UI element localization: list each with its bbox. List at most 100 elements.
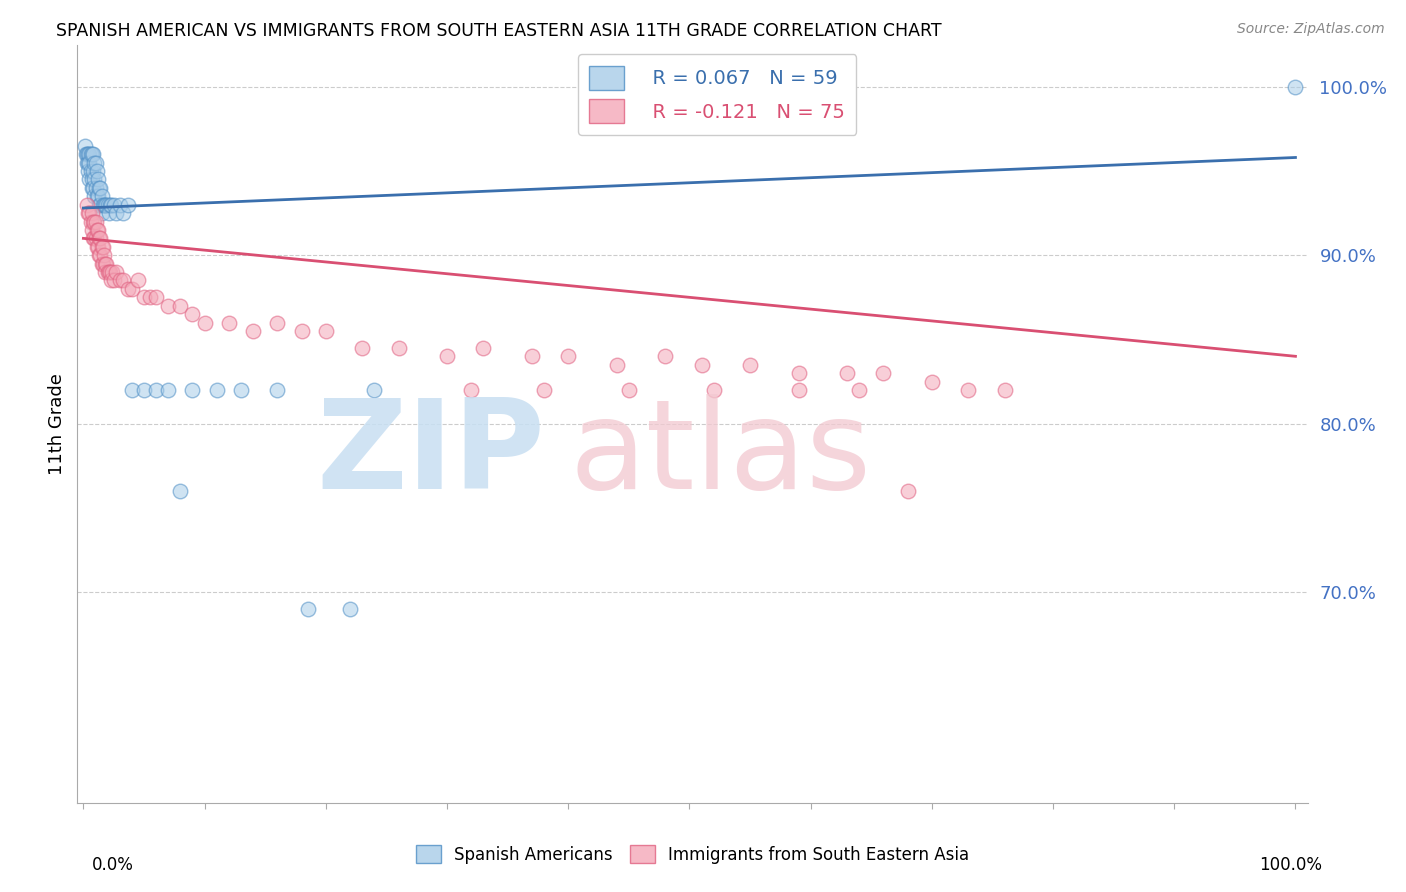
Point: [205, 383, 228, 397]
Point: [94, 257, 117, 271]
Point: [87, 189, 110, 203]
Point: [127, 273, 149, 287]
Point: [86, 164, 108, 178]
Y-axis label: 11th Grade: 11th Grade: [48, 373, 66, 475]
Text: 0.0%: 0.0%: [91, 856, 134, 874]
Point: [352, 341, 374, 355]
Point: [872, 366, 894, 380]
Point: [105, 265, 128, 279]
Point: [181, 383, 204, 397]
Point: [82, 181, 104, 195]
Point: [108, 273, 131, 287]
Point: [83, 189, 105, 203]
Point: [77, 164, 100, 178]
Point: [218, 316, 240, 330]
Point: [84, 214, 107, 228]
Point: [84, 181, 107, 195]
Point: [117, 282, 139, 296]
Point: [96, 257, 118, 271]
Point: [82, 231, 104, 245]
Point: [169, 484, 191, 499]
Point: [98, 265, 121, 279]
Point: [105, 206, 128, 220]
Point: [520, 349, 543, 363]
Point: [848, 383, 870, 397]
Point: [89, 197, 111, 211]
Point: [738, 358, 761, 372]
Point: [387, 341, 409, 355]
Point: [835, 366, 858, 380]
Point: [363, 383, 385, 397]
Point: [93, 248, 115, 262]
Point: [97, 197, 120, 211]
Point: [132, 290, 155, 304]
Point: [93, 197, 115, 211]
Point: [993, 383, 1015, 397]
Text: atlas: atlas: [569, 393, 872, 515]
Point: [117, 197, 139, 211]
Point: [77, 206, 100, 220]
Point: [181, 307, 204, 321]
Point: [97, 265, 120, 279]
Point: [89, 181, 111, 195]
Point: [242, 324, 264, 338]
Point: [79, 147, 101, 161]
Point: [89, 248, 111, 262]
Point: [315, 324, 337, 338]
Point: [100, 197, 122, 211]
Point: [654, 349, 676, 363]
Point: [557, 349, 579, 363]
Point: [606, 358, 628, 372]
Point: [79, 147, 101, 161]
Point: [91, 197, 114, 211]
Point: [98, 197, 121, 211]
Point: [86, 189, 108, 203]
Point: [97, 265, 120, 279]
Point: [460, 383, 482, 397]
Point: [472, 341, 495, 355]
Point: [83, 231, 105, 245]
Point: [89, 231, 111, 245]
Point: [90, 189, 112, 203]
Point: [145, 383, 167, 397]
Point: [145, 290, 167, 304]
Point: [957, 383, 980, 397]
Point: [290, 324, 312, 338]
Legend: Spanish Americans, Immigrants from South Eastern Asia: Spanish Americans, Immigrants from South…: [409, 838, 976, 871]
Point: [91, 240, 114, 254]
Point: [103, 197, 125, 211]
Point: [97, 206, 120, 220]
Point: [82, 147, 104, 161]
Point: [90, 206, 112, 220]
Point: [73, 138, 96, 153]
Point: [76, 197, 98, 211]
Point: [266, 383, 288, 397]
Point: [132, 383, 155, 397]
Point: [80, 147, 103, 161]
Point: [100, 273, 122, 287]
Point: [89, 231, 111, 245]
Point: [83, 155, 105, 169]
Point: [83, 214, 105, 228]
Point: [194, 316, 217, 330]
Point: [86, 223, 108, 237]
Text: Source: ZipAtlas.com: Source: ZipAtlas.com: [1237, 22, 1385, 37]
Point: [80, 172, 103, 186]
Point: [897, 484, 920, 499]
Point: [80, 223, 103, 237]
Point: [1284, 79, 1306, 94]
Point: [339, 602, 361, 616]
Point: [112, 273, 135, 287]
Point: [83, 172, 105, 186]
Point: [76, 155, 98, 169]
Point: [787, 383, 810, 397]
Point: [533, 383, 555, 397]
Point: [80, 206, 103, 220]
Point: [89, 248, 111, 262]
Point: [112, 206, 135, 220]
Point: [121, 282, 143, 296]
Point: [94, 197, 117, 211]
Point: [787, 366, 810, 380]
Point: [86, 240, 108, 254]
Point: [79, 214, 101, 228]
